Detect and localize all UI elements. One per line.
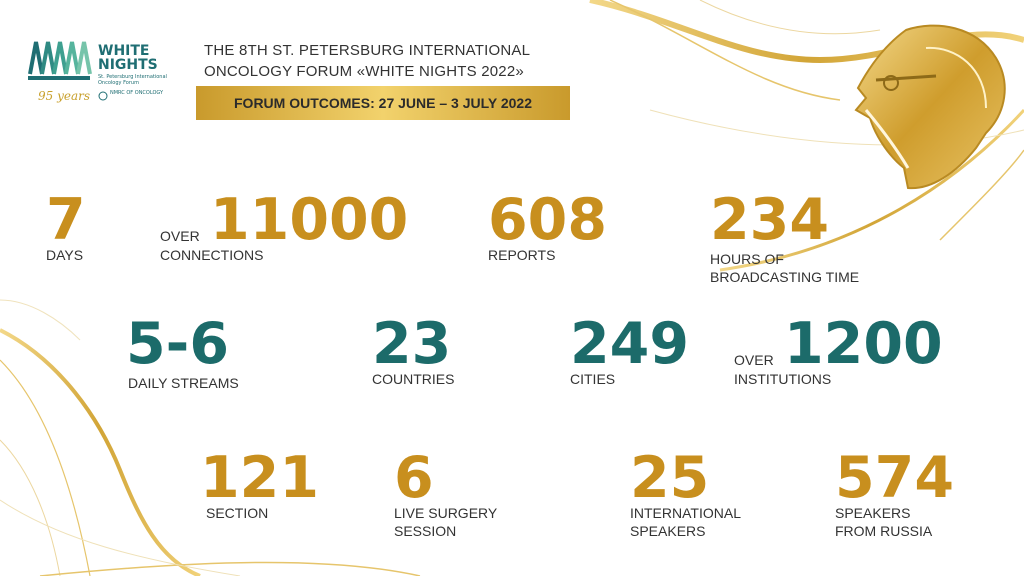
stat-value: 6 — [394, 445, 434, 511]
forum-outcomes-banner: FORUM OUTCOMES: 27 JUNE – 3 JULY 2022 — [196, 86, 570, 120]
stat-label-line-1: HOURS OF — [710, 251, 784, 267]
stat-value: 5-6 — [126, 311, 229, 377]
stat-value: 23 — [372, 311, 452, 377]
stat-value: 574 — [835, 445, 954, 511]
stat-label: DAYS — [46, 247, 84, 263]
stat-label: CITIES — [570, 371, 616, 387]
stat-label-line-2: SPEAKERS — [630, 523, 706, 539]
white-nights-logo-icon — [28, 41, 92, 80]
stat-value: 7 — [46, 187, 86, 253]
stat-value: 608 — [488, 187, 607, 253]
stat-value: 1200 — [784, 311, 943, 377]
logo-subtitle: St. Petersburg International Oncology Fo… — [98, 74, 167, 86]
stat-value: 234 — [710, 187, 829, 253]
forum-logo[interactable]: WHITE NIGHTS St. Petersburg Internationa… — [26, 34, 176, 114]
stat-value: 249 — [570, 311, 689, 377]
stat-prefix: OVER — [734, 352, 774, 368]
nmrc-emblem-icon — [98, 91, 108, 101]
stat-value: 11000 — [210, 187, 409, 253]
stat-label: DAILY STREAMS — [128, 375, 239, 391]
stat-label-line-2: FROM RUSSIA — [835, 523, 933, 539]
stat-label-line-2: SESSION — [394, 523, 457, 539]
stat-value: 121 — [200, 445, 319, 511]
title-line-1: THE 8TH ST. PETERSBURG INTERNATIONAL — [204, 42, 531, 59]
stat-label-line-2: BROADCASTING TIME — [710, 269, 860, 285]
stat-label: REPORTS — [488, 247, 556, 263]
stat-label: COUNTRIES — [372, 371, 455, 387]
stat-label: CONNECTIONS — [160, 247, 264, 263]
stat-label: SECTION — [206, 505, 269, 521]
stat-label-line-1: INTERNATIONAL — [630, 505, 741, 521]
title-line-2: ONCOLOGY FORUM «WHITE NIGHTS 2022» — [204, 63, 524, 80]
nmrc-logo-text: NMRC OF ONCOLOGY — [110, 90, 164, 96]
stat-label-line-1: SPEAKERS — [835, 505, 911, 521]
logo-text-white: WHITE — [98, 43, 150, 59]
stat-prefix: OVER — [160, 228, 200, 244]
profile-portrait-icon — [854, 24, 1006, 190]
stat-value: 25 — [630, 445, 710, 511]
stat-label-line-1: LIVE SURGERY — [394, 505, 498, 521]
anniversary-text: 95 years — [38, 89, 91, 103]
logo-text-nights: NIGHTS — [98, 57, 158, 73]
stat-label: INSTITUTIONS — [734, 371, 832, 387]
banner-text: FORUM OUTCOMES: 27 JUNE – 3 JULY 2022 — [234, 95, 532, 111]
forum-title: THE 8TH ST. PETERSBURG INTERNATIONAL ONC… — [204, 40, 530, 82]
